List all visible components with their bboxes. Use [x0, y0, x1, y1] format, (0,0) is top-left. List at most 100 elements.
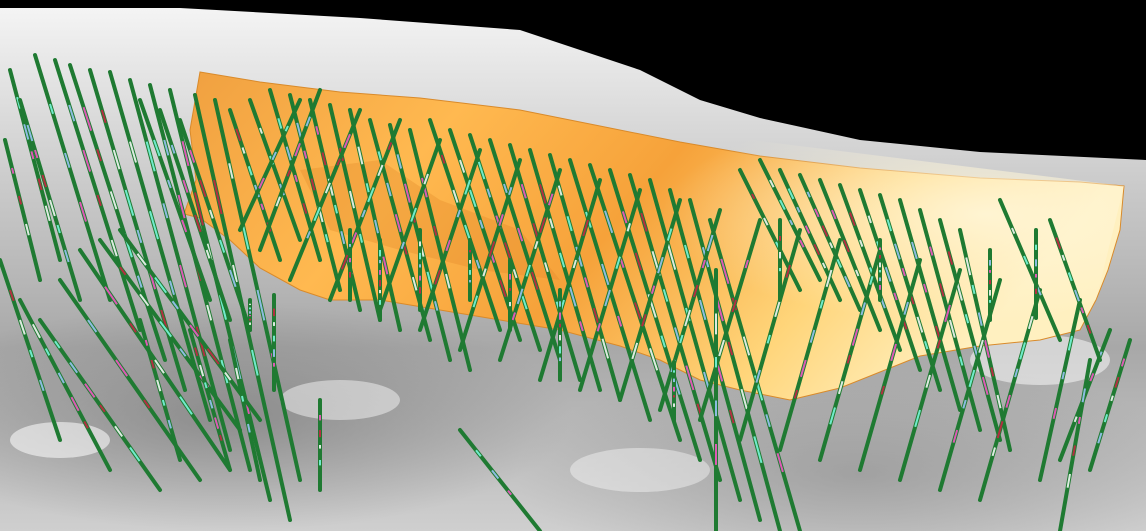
assay-interval — [464, 179, 471, 195]
assay-interval — [154, 276, 168, 294]
assay-interval — [167, 179, 172, 189]
drillhole-trace — [328, 103, 382, 322]
assay-interval — [851, 328, 859, 346]
assay-interval — [718, 339, 725, 357]
assay-interval — [235, 367, 240, 380]
assay-interval — [154, 359, 165, 374]
assay-interval — [486, 188, 492, 198]
assay-interval — [525, 264, 531, 277]
assay-interval — [284, 125, 289, 132]
assay-interval — [971, 284, 976, 295]
assay-interval — [517, 227, 524, 242]
assay-interval — [604, 289, 611, 307]
assay-interval — [377, 151, 382, 161]
assay-interval — [340, 231, 346, 245]
assay-interval — [100, 109, 107, 124]
assay-interval — [1023, 255, 1029, 265]
drillhole-trace — [33, 53, 112, 302]
assay-interval — [825, 269, 833, 288]
assay-interval — [41, 174, 48, 188]
assay-interval — [544, 262, 549, 273]
assay-interval — [452, 189, 459, 203]
assay-interval — [867, 215, 872, 224]
assay-interval — [110, 239, 118, 257]
assay-interval — [1067, 335, 1073, 351]
assay-interval — [959, 356, 964, 366]
assay-interval — [631, 342, 639, 360]
assay-interval — [44, 205, 51, 222]
assay-interval — [521, 295, 528, 310]
assay-interval — [604, 210, 614, 234]
assay-interval — [886, 219, 893, 232]
assay-interval — [776, 452, 784, 473]
assay-interval — [306, 231, 311, 239]
assay-interval — [944, 304, 951, 323]
assay-interval — [70, 396, 80, 412]
assay-interval — [167, 419, 172, 429]
drillhole-trace — [408, 128, 472, 372]
assay-interval — [539, 184, 547, 204]
assay-interval — [1097, 432, 1103, 444]
assay-interval — [386, 182, 392, 197]
assay-interval — [204, 382, 208, 389]
assay-interval — [214, 417, 220, 429]
assay-interval — [789, 219, 794, 226]
assay-interval — [844, 275, 851, 288]
assay-interval — [11, 167, 15, 174]
assay-interval — [114, 425, 124, 438]
assay-interval — [129, 446, 141, 462]
assay-interval — [843, 239, 850, 253]
assay-interval — [343, 133, 351, 149]
assay-interval — [434, 269, 441, 285]
assay-interval — [182, 179, 189, 193]
assay-interval — [809, 329, 816, 343]
assay-interval — [16, 96, 22, 109]
assay-interval — [1114, 376, 1120, 388]
assay-interval — [991, 447, 996, 457]
assay-interval — [996, 394, 1002, 409]
assay-interval — [39, 379, 45, 392]
assay-interval — [860, 302, 866, 316]
assay-interval — [365, 183, 370, 193]
assay-interval — [699, 299, 707, 321]
drillhole-trace — [3, 138, 42, 282]
assay-interval — [156, 379, 162, 392]
assay-interval — [584, 277, 589, 288]
assay-interval — [657, 256, 664, 274]
assay-interval — [559, 252, 566, 268]
assay-interval — [923, 283, 928, 293]
assay-interval — [1055, 237, 1062, 250]
assay-interval — [806, 191, 811, 198]
assay-interval — [194, 192, 204, 226]
assay-interval — [869, 275, 874, 285]
assay-interval — [787, 188, 795, 200]
assay-interval — [149, 210, 159, 240]
assay-interval — [813, 243, 820, 256]
assay-interval — [916, 316, 924, 333]
assay-interval — [1074, 289, 1080, 302]
assay-interval — [336, 158, 341, 166]
assay-interval — [1110, 395, 1114, 402]
assay-interval — [194, 347, 199, 357]
assay-interval — [377, 164, 384, 177]
assay-interval — [136, 229, 143, 244]
drillhole-trace — [458, 428, 542, 531]
assay-interval — [1014, 368, 1019, 378]
assay-interval — [472, 295, 479, 308]
assay-interval — [136, 253, 147, 266]
assay-interval — [1103, 413, 1109, 423]
assay-interval — [617, 315, 623, 327]
assay-interval — [488, 241, 496, 257]
assay-interval — [996, 420, 1004, 439]
assay-interval — [1052, 407, 1057, 420]
assay-interval — [601, 338, 610, 359]
assay-interval — [679, 334, 684, 344]
assay-interval — [64, 249, 70, 263]
assay-interval — [321, 152, 327, 166]
assay-interval — [1067, 272, 1073, 282]
assay-interval — [952, 429, 959, 443]
assay-interval — [779, 199, 786, 211]
assay-interval — [766, 334, 771, 344]
assay-interval — [179, 396, 193, 415]
